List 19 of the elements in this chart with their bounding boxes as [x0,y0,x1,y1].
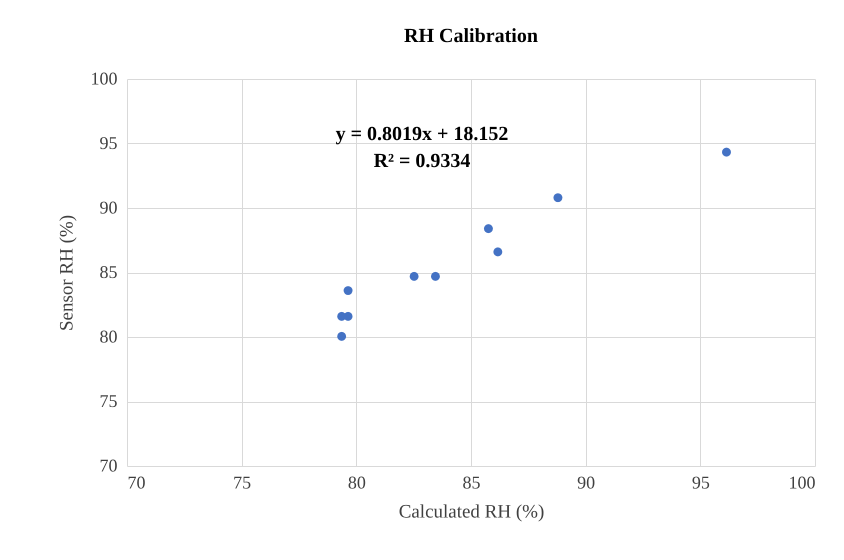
x-tick-label: 90 [577,472,596,492]
y-tick-label: 70 [100,456,118,476]
annotation: R² = 0.9334 [374,150,470,172]
y-tick-label: 80 [100,326,118,346]
annotation: y = 0.8019x + 18.152 [336,123,508,145]
x-tick-label: 80 [348,472,366,492]
x-axis-title: Calculated RH (%) [398,502,544,522]
y-axis-title: Sensor RH (%) [56,214,78,332]
x-tick-label: 95 [692,472,710,492]
y-tick-label: 100 [90,68,118,88]
y-tick-label: 90 [100,198,118,218]
y-tick-label: 95 [100,133,118,153]
x-tick-label: 70 [128,472,146,492]
x-tick-label: 85 [462,472,480,492]
x-tick-label: 75 [233,472,252,492]
x-tick-label: 100 [788,472,816,492]
y-tick-label: 85 [100,262,118,282]
chart-title: RH Calibration [404,25,538,47]
y-tick-label: 75 [100,391,118,411]
